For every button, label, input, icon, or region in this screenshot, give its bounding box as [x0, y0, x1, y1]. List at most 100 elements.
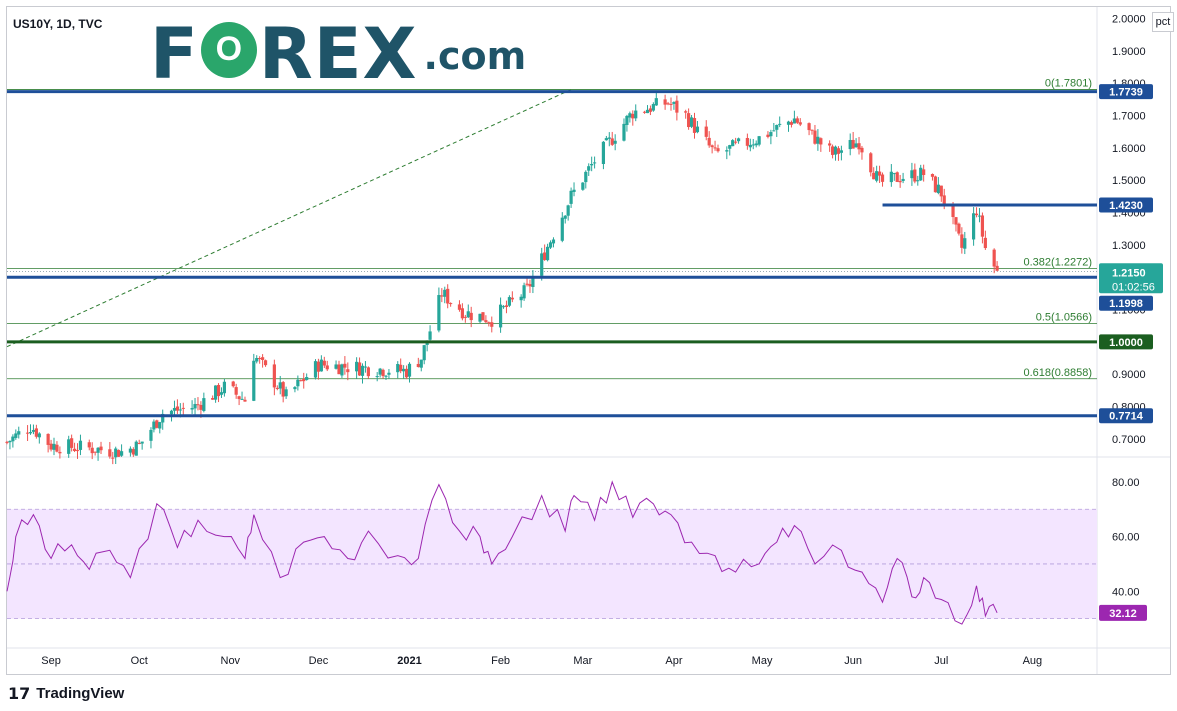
- price-label-0-7714: 0.7714: [1109, 411, 1144, 423]
- candle-body: [234, 387, 238, 395]
- candle-body: [839, 150, 843, 153]
- candle-body: [816, 136, 820, 144]
- candle-body: [936, 184, 940, 194]
- candle-body: [869, 153, 873, 173]
- tradingview-footer[interactable]: 17 TradingView: [8, 684, 124, 703]
- pct-scale-button[interactable]: pct: [1152, 12, 1174, 32]
- candle-body: [983, 237, 987, 249]
- candle-body: [569, 190, 573, 204]
- candle-body: [769, 132, 773, 137]
- candle-body: [875, 171, 879, 181]
- price-tick-label: 0.7000: [1112, 434, 1146, 446]
- candle-body: [281, 382, 285, 397]
- candle-body: [299, 380, 303, 382]
- candle-body: [672, 102, 676, 104]
- candle-body: [581, 182, 585, 190]
- candle-body: [75, 450, 80, 452]
- candle-body: [93, 451, 97, 453]
- candle-body: [654, 98, 658, 106]
- candle-body: [90, 447, 94, 454]
- candle-body: [478, 313, 482, 322]
- tradingview-brand: TradingView: [36, 685, 125, 702]
- price-label-1-4230-bg: [1099, 197, 1153, 213]
- candle-body: [728, 145, 732, 149]
- candle-body: [634, 110, 638, 119]
- candle-body: [754, 143, 758, 146]
- candle-body: [713, 147, 717, 149]
- candle-body: [695, 126, 700, 133]
- candle-body: [481, 312, 485, 321]
- candle-body: [504, 305, 509, 307]
- logo-com: .com: [423, 34, 527, 78]
- candle-body: [807, 123, 811, 131]
- time-tick-label: Nov: [221, 655, 241, 667]
- candle-body: [437, 295, 441, 331]
- current-price-label: 1.2150: [1112, 267, 1146, 279]
- candle-body: [419, 359, 423, 368]
- candle-body: [992, 249, 996, 267]
- candle-body: [284, 389, 288, 397]
- rsi-tick-label: 40.00: [1112, 586, 1140, 598]
- fib-label: 0.618(0.8858): [1024, 367, 1093, 379]
- candle-body: [789, 122, 794, 125]
- candle-body: [381, 369, 385, 377]
- candle-body: [252, 360, 256, 401]
- candle-body: [957, 223, 961, 234]
- candle-body: [108, 449, 112, 457]
- candle-body: [293, 387, 297, 390]
- candle-body: [70, 438, 74, 448]
- candle-body: [449, 303, 453, 305]
- candle-body: [443, 289, 447, 297]
- candle-body: [175, 406, 180, 411]
- candle-body: [263, 360, 268, 366]
- candle-body: [563, 215, 567, 219]
- fib-label: 0.382(1.2272): [1024, 256, 1093, 268]
- candle-body: [772, 130, 776, 132]
- candle-body: [560, 217, 564, 241]
- candle-body: [710, 145, 714, 148]
- price-tick-label: 1.6000: [1112, 143, 1146, 155]
- time-tick-label: Mar: [573, 655, 592, 667]
- candle-body: [613, 140, 617, 144]
- candle-body: [161, 413, 165, 423]
- candle-body: [28, 432, 33, 434]
- candle-body: [357, 362, 362, 376]
- candle-body: [416, 363, 420, 367]
- candle-body: [748, 144, 752, 148]
- candle-body: [363, 366, 368, 368]
- candle-body: [396, 364, 400, 373]
- candle-body: [255, 357, 259, 362]
- candle-body: [669, 103, 673, 105]
- candle-body: [545, 246, 550, 261]
- candle-body: [119, 451, 124, 456]
- candle-body: [792, 118, 796, 124]
- candle-body: [939, 185, 943, 197]
- price-tick-label: 1.7000: [1112, 110, 1146, 122]
- candle-body: [687, 113, 691, 128]
- candle-body: [219, 392, 224, 395]
- candle-body: [919, 167, 923, 181]
- candle-body: [193, 404, 197, 409]
- candle-body: [851, 139, 855, 149]
- candle-body: [384, 375, 388, 377]
- candle-body: [666, 103, 670, 105]
- candle-body: [14, 433, 18, 438]
- candle-body: [734, 141, 738, 143]
- candle-body: [460, 308, 464, 319]
- candle-body: [972, 213, 976, 240]
- candle-body: [707, 137, 711, 146]
- trendline: [6, 89, 572, 348]
- candle-body: [498, 304, 503, 328]
- chart-frame: [6, 6, 1171, 675]
- candle-body: [172, 407, 177, 411]
- rsi-last-value-bg: [1099, 604, 1147, 621]
- candle-body: [954, 217, 958, 225]
- candle-body: [775, 125, 779, 130]
- time-tick-label: Sep: [41, 655, 61, 667]
- candle-body: [46, 433, 50, 445]
- candle-body: [134, 441, 138, 456]
- candle-body: [360, 365, 365, 376]
- time-tick-label: 2021: [397, 655, 421, 667]
- price-tick-label: 0.9000: [1112, 369, 1146, 381]
